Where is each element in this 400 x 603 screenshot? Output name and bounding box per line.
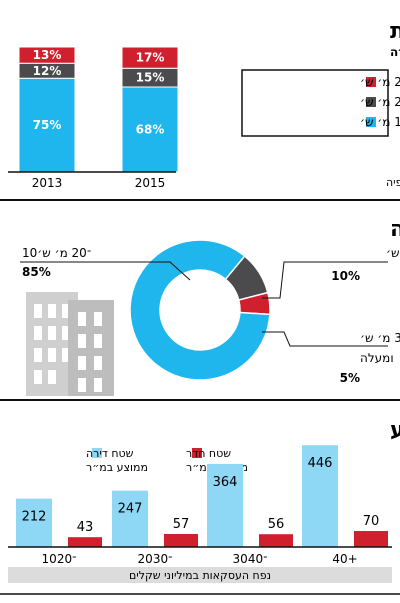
slice-label-30-plus-line1: 30 מ׳ ש׳	[360, 331, 400, 345]
slice-label-10-20: 10־20 מ׳ ש׳	[22, 246, 91, 260]
x-tick-2: 30־40	[233, 552, 268, 566]
bar-label-2013-2: 13%	[33, 48, 62, 62]
section1-title: התפלגות העסקאות בדירות	[390, 19, 400, 44]
bar-label-2013-0: 75%	[33, 118, 62, 132]
x-axis-title-band	[8, 567, 392, 583]
bar-segment-2013-0	[18, 77, 76, 173]
x-axis-title: נפח העסקאות במיליוני שקלים	[129, 569, 271, 582]
slice-value-10-20: 85%	[22, 265, 51, 279]
legend-swatch-red	[366, 77, 376, 87]
legend-room-line1: שטח חדר	[186, 447, 231, 460]
slice-value-20-30: 10%	[331, 269, 360, 283]
legend-swatch-room	[192, 448, 202, 458]
donut-chart	[129, 239, 271, 381]
legend-apartment-line2: ממוצע במ״ר	[86, 461, 148, 474]
legend-swatch-blue	[366, 117, 376, 127]
bar-room-2	[259, 534, 293, 547]
stacked-bars: 75% 12% 13% 2013 68% 15% 17% 2015	[18, 46, 179, 190]
bar-room-1	[164, 533, 198, 547]
area-bars: 212 43 10־20 247 57 20־30 364 56 30־40 446 70 40+	[16, 445, 388, 566]
bar-apartment-2	[207, 463, 243, 547]
legend-apartment-line1: שטח דירה	[86, 447, 134, 460]
bar-label-2015-0: 68%	[136, 123, 165, 137]
bar-apartment-0	[16, 498, 52, 547]
buildings-illustration	[26, 292, 114, 396]
bar-apartment-label-0: 212	[22, 510, 47, 525]
section2-title: מחירי דירות היוקרה	[390, 217, 400, 242]
x-tick-2015: 2015	[135, 176, 166, 190]
bar-apartment-3	[302, 445, 338, 547]
x-tick-1: 20־30	[138, 552, 173, 566]
bar-room-label-2: 56	[268, 517, 285, 532]
section3-legend: שטח חדר ממוצע במ״ר שטח דירה ממוצע במ״ר	[86, 447, 248, 474]
bar-room-label-1: 57	[173, 517, 190, 532]
bar-apartment-1	[112, 490, 148, 547]
donut-slice-0	[129, 239, 271, 381]
callout-line-small	[262, 331, 388, 347]
legend-label-up-to-1-6m: עד 1.6 מ׳ ש׳	[360, 115, 400, 129]
bar-room-label-3: 70	[363, 514, 380, 529]
bar-room-0	[68, 537, 102, 547]
bar-segment-2015-2	[121, 46, 179, 69]
bar-segment-2015-0	[121, 86, 179, 173]
bar-segment-2013-2	[18, 46, 76, 64]
legend-swatch-apartment	[92, 448, 102, 458]
section1-subtitle: לפי מחיר הדירה	[390, 45, 400, 59]
bar-label-2015-1: 15%	[136, 71, 165, 85]
section3-title: שטח דירות יוקרה ממוצע	[390, 418, 400, 443]
bar-apartment-label-1: 247	[118, 502, 143, 517]
bar-apartment-label-2: 364	[213, 475, 238, 490]
slice-value-30-plus: 5%	[340, 371, 360, 385]
x-tick-2013: 2013	[32, 176, 63, 190]
legend-label-over-2m: מעל 2 מ׳ ש׳	[360, 75, 400, 89]
slice-label-30-plus-line2: ומעלה	[360, 351, 394, 365]
x-tick-3: 40+	[332, 552, 357, 566]
bar-room-label-0: 43	[77, 520, 94, 535]
building-right	[68, 300, 114, 396]
bar-room-3	[354, 531, 388, 547]
bar-apartment-label-3: 446	[308, 456, 333, 471]
section1-legend: מעל 2 מ׳ ש׳ 1.6־2 מ׳ ש׳ עד 1.6 מ׳ ש׳	[360, 75, 400, 129]
section1-legend-box	[241, 69, 389, 137]
slice-label-20-30: 20־30 מ׳ ש׳	[386, 246, 400, 260]
callout-line-mid	[262, 261, 388, 299]
legend-swatch-gray	[366, 97, 376, 107]
legend-label-1-6-2m: 1.6־2 מ׳ ש׳	[360, 95, 400, 109]
bar-label-2015-2: 17%	[136, 51, 165, 65]
callout-line-big	[20, 261, 191, 281]
x-tick-0: 10־20	[42, 552, 77, 566]
bar-label-2013-1: 12%	[33, 64, 62, 78]
source-note: מקור: גיאוקרטוגרפיה	[386, 176, 400, 189]
